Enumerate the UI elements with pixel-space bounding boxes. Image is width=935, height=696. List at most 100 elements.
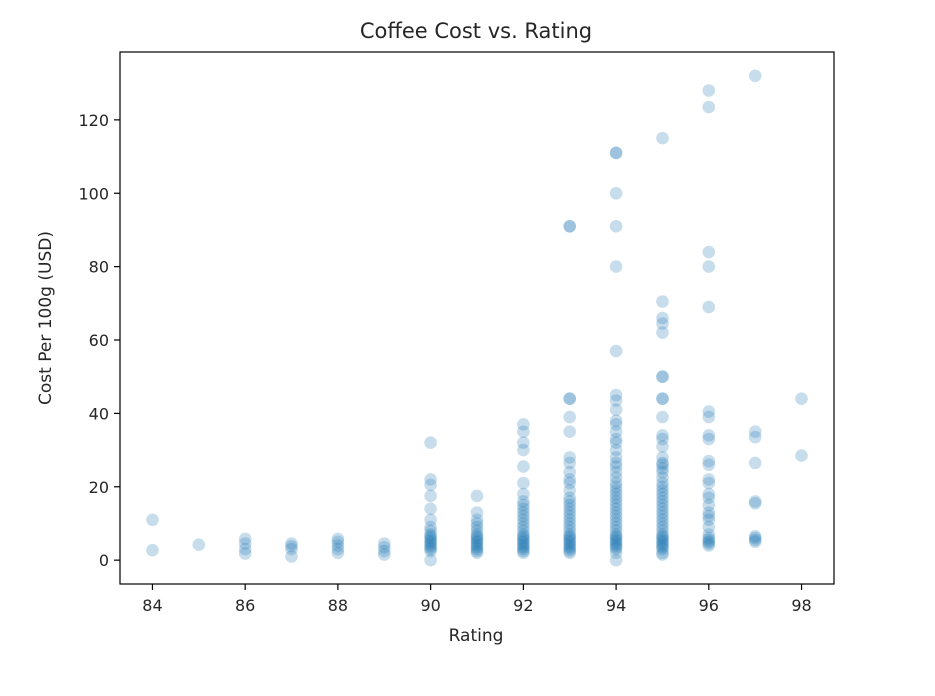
data-point bbox=[563, 520, 576, 534]
data-point bbox=[517, 425, 530, 439]
data-point bbox=[609, 451, 623, 464]
data-point bbox=[748, 425, 762, 439]
data-point bbox=[146, 543, 159, 557]
y-tick-label: 100 bbox=[78, 184, 109, 203]
data-point bbox=[517, 498, 530, 512]
data-point bbox=[656, 429, 669, 442]
data-point bbox=[656, 471, 669, 484]
data-point bbox=[656, 476, 669, 490]
data-point bbox=[748, 495, 762, 508]
data-point bbox=[563, 484, 576, 497]
data-point bbox=[563, 495, 576, 508]
data-point bbox=[424, 542, 437, 556]
data-point bbox=[748, 456, 762, 470]
data-point bbox=[656, 392, 669, 406]
data-point bbox=[470, 539, 484, 552]
data-point bbox=[609, 436, 623, 450]
data-point bbox=[748, 530, 762, 543]
data-point bbox=[285, 550, 298, 563]
data-point bbox=[702, 300, 716, 314]
data-point bbox=[563, 537, 576, 550]
data-point bbox=[656, 498, 669, 512]
data-point bbox=[517, 502, 530, 516]
data-point bbox=[563, 533, 576, 547]
data-point bbox=[563, 465, 576, 479]
data-point bbox=[609, 414, 623, 428]
data-point bbox=[470, 541, 484, 554]
data-point bbox=[563, 425, 576, 439]
data-point bbox=[470, 535, 484, 549]
data-point bbox=[702, 513, 716, 527]
data-point bbox=[656, 410, 669, 424]
data-point bbox=[609, 530, 623, 543]
data-point bbox=[702, 498, 716, 512]
data-point bbox=[517, 528, 530, 541]
data-point bbox=[609, 546, 623, 560]
y-tick-label: 120 bbox=[78, 111, 109, 130]
data-point bbox=[609, 524, 623, 538]
data-point bbox=[331, 546, 345, 560]
data-point bbox=[609, 456, 623, 470]
data-point bbox=[517, 542, 530, 556]
data-point bbox=[656, 480, 669, 494]
data-point bbox=[656, 533, 669, 547]
data-point bbox=[702, 533, 716, 547]
data-point bbox=[702, 260, 716, 273]
data-point bbox=[563, 392, 576, 406]
data-point bbox=[656, 465, 669, 479]
data-point bbox=[656, 546, 669, 560]
data-point bbox=[424, 533, 437, 547]
data-point bbox=[609, 542, 623, 556]
data-point bbox=[609, 539, 623, 552]
data-point bbox=[563, 541, 576, 554]
data-point bbox=[424, 520, 437, 534]
data-point bbox=[656, 542, 669, 556]
data-point bbox=[609, 471, 623, 484]
data-point bbox=[609, 476, 623, 490]
data-point bbox=[378, 548, 391, 561]
data-point bbox=[609, 531, 623, 545]
data-point bbox=[424, 541, 437, 554]
data-point bbox=[656, 517, 669, 530]
data-point bbox=[656, 502, 669, 516]
data-point bbox=[748, 533, 762, 547]
y-tick-label: 20 bbox=[89, 478, 109, 497]
data-point bbox=[656, 295, 669, 308]
data-point bbox=[517, 539, 530, 552]
data-point bbox=[517, 531, 530, 545]
data-point bbox=[378, 537, 391, 550]
data-point bbox=[517, 460, 530, 473]
y-tick-label: 80 bbox=[89, 258, 109, 277]
data-point bbox=[424, 436, 437, 450]
y-axis: 0 20 40 60 80 100 120 bbox=[78, 111, 120, 570]
data-point bbox=[609, 484, 623, 497]
data-point bbox=[470, 506, 484, 519]
data-point bbox=[563, 410, 576, 424]
y-tick-label: 40 bbox=[89, 404, 109, 423]
data-point bbox=[378, 541, 391, 554]
x-tick-label: 84 bbox=[142, 596, 162, 615]
points-layer bbox=[146, 69, 808, 567]
data-point bbox=[563, 506, 576, 519]
data-point bbox=[609, 495, 623, 508]
data-point bbox=[609, 480, 623, 494]
data-point bbox=[702, 476, 716, 490]
data-point bbox=[609, 528, 623, 541]
data-point bbox=[609, 520, 623, 534]
data-point bbox=[563, 473, 576, 486]
data-point bbox=[656, 326, 669, 340]
data-point bbox=[609, 535, 623, 549]
data-point bbox=[424, 528, 437, 541]
data-point bbox=[656, 539, 669, 552]
data-point bbox=[517, 533, 530, 547]
data-point bbox=[656, 548, 669, 561]
data-point bbox=[702, 410, 716, 424]
data-point bbox=[563, 546, 576, 560]
data-point bbox=[609, 418, 623, 431]
data-point bbox=[563, 531, 576, 545]
data-point bbox=[563, 542, 576, 556]
data-point bbox=[609, 553, 623, 567]
data-point bbox=[609, 498, 623, 512]
data-point bbox=[424, 478, 437, 492]
data-point bbox=[470, 520, 484, 534]
